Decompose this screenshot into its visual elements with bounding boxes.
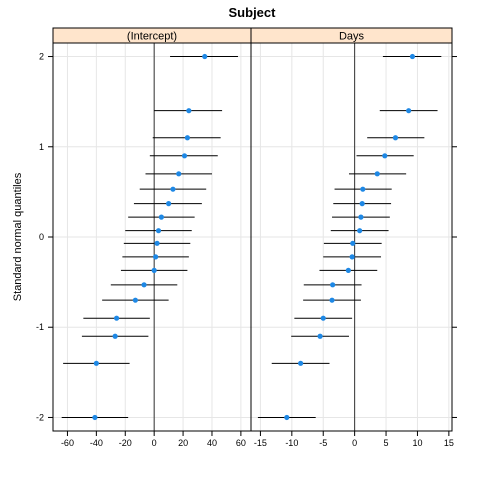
data-point <box>181 153 188 159</box>
data-point <box>382 153 388 159</box>
y-tick-label: 0 <box>39 232 44 242</box>
y-tick-label: 1 <box>39 142 44 152</box>
data-point <box>132 297 138 303</box>
x-tick-label: 60 <box>236 438 246 448</box>
data-point <box>406 108 412 114</box>
data-point <box>409 53 416 60</box>
data-point <box>176 171 182 177</box>
x-tick-label: -15 <box>254 438 267 448</box>
panel-intercept: (Intercept) -60 -40 -20 0 20 40 60 <box>52 27 252 448</box>
y-axis-label: Standard normal quantiles <box>12 172 24 301</box>
data-point <box>284 414 290 421</box>
x-tick-label: 20 <box>178 438 188 448</box>
data-point <box>329 297 335 303</box>
data-point <box>154 240 160 246</box>
y-tick-label: -2 <box>36 412 44 422</box>
y-tick-label: -1 <box>36 322 44 332</box>
x-tick-label: -20 <box>119 438 132 448</box>
data-point <box>350 240 356 246</box>
data-point <box>330 282 336 288</box>
x-tick-label: 5 <box>384 438 389 448</box>
data-point <box>151 267 157 273</box>
y-tick-label: 2 <box>39 52 44 62</box>
x-tick-label: -40 <box>90 438 103 448</box>
data-point <box>374 171 380 177</box>
x-tick-label: -10 <box>285 438 298 448</box>
data-point <box>186 108 192 114</box>
data-point <box>113 315 120 321</box>
x-tick-label: 0 <box>352 438 357 448</box>
data-point <box>345 267 351 273</box>
data-point <box>158 214 164 220</box>
panel-days: Days -15 -10 -5 0 5 10 15 <box>250 27 454 448</box>
x-tick-label: -5 <box>319 438 327 448</box>
data-point <box>93 360 99 366</box>
x-tick-label: 10 <box>412 438 422 448</box>
data-point <box>170 186 176 192</box>
data-point <box>320 315 326 321</box>
x-tick-label: -60 <box>61 438 74 448</box>
data-point <box>349 254 355 260</box>
data-point <box>155 228 162 234</box>
data-point <box>112 333 118 339</box>
data-point <box>202 53 208 60</box>
strip-label: (Intercept) <box>127 31 177 43</box>
x-tick-label: 40 <box>207 438 217 448</box>
data-point <box>184 135 191 141</box>
x-tick-label: 15 <box>444 438 454 448</box>
data-point <box>360 186 366 192</box>
x-tick-label: 0 <box>152 438 157 448</box>
data-point <box>357 228 363 234</box>
y-axis: -2 -1 0 1 2 <box>36 52 457 422</box>
strip-label: Days <box>339 31 365 43</box>
data-point <box>358 214 364 220</box>
data-point <box>392 135 399 141</box>
data-point <box>166 201 172 207</box>
data-point <box>317 333 323 339</box>
chart-title: Subject <box>229 5 277 20</box>
data-point <box>359 201 365 207</box>
data-point <box>153 254 159 260</box>
data-point <box>141 282 147 288</box>
data-point <box>298 360 304 366</box>
data-point <box>92 414 98 421</box>
